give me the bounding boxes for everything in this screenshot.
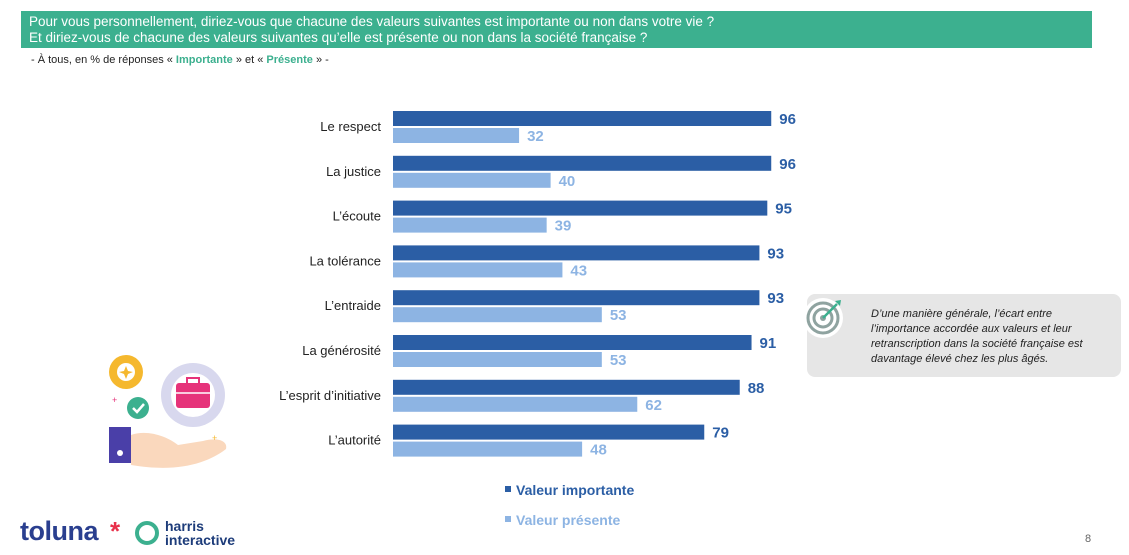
- check-icon: [127, 397, 149, 419]
- bar-important: [393, 335, 752, 350]
- subtitle-prefix: - À tous, en % de réponses «: [31, 54, 176, 66]
- base-subtitle: - À tous, en % de réponses « Importante …: [31, 54, 329, 66]
- question-line-2: Et diriez-vous de chacune des valeurs su…: [29, 30, 648, 45]
- legend-important-label: Valeur importante: [516, 482, 635, 498]
- category-label: L’esprit d’initiative: [279, 388, 381, 403]
- value-label-important: 79: [712, 425, 729, 442]
- toluna-star: *: [110, 516, 121, 546]
- value-label-important: 96: [779, 111, 796, 128]
- bar-present: [393, 172, 551, 188]
- value-label-present: 53: [610, 307, 627, 324]
- question-line-1: Pour vous personnellement, diriez-vous q…: [29, 14, 715, 29]
- legend-present: Valeur présente: [505, 512, 620, 528]
- sparkle-icon: +: [112, 395, 117, 405]
- bar-important: [393, 200, 768, 216]
- value-label-present: 39: [555, 218, 572, 235]
- subtitle-present: Présente: [266, 54, 313, 66]
- bar-present: [393, 128, 520, 143]
- value-label-present: 53: [610, 352, 627, 369]
- legend-present-label: Valeur présente: [516, 512, 621, 528]
- target-icon: [803, 298, 843, 338]
- insight-note: D’une manière générale, l’écart entre l’…: [803, 294, 1121, 377]
- value-label-present: 43: [570, 262, 587, 279]
- briefcase-icon: [176, 377, 210, 408]
- small-gear-icon: [109, 355, 143, 389]
- toluna-wordmark: toluna: [20, 516, 99, 546]
- category-label: La tolérance: [309, 253, 381, 268]
- sparkle-icon: +: [212, 433, 217, 443]
- value-label-present: 32: [527, 128, 544, 145]
- value-label-important: 93: [767, 245, 784, 262]
- hand-gears-briefcase-illustration: + +: [109, 355, 227, 468]
- category-label: L’entraide: [325, 298, 381, 313]
- bar-present: [393, 352, 602, 367]
- hand-icon: [109, 427, 227, 468]
- bar-present: [393, 441, 583, 457]
- category-label: La justice: [326, 164, 381, 179]
- value-label-present: 62: [645, 397, 662, 414]
- category-label: L’écoute: [333, 209, 381, 224]
- bar-important: [393, 245, 760, 261]
- harris-line-1: harris: [165, 518, 204, 534]
- bar-present: [393, 396, 638, 412]
- bar-present: [393, 262, 563, 278]
- value-label-important: 91: [760, 335, 777, 352]
- value-label-present: 40: [559, 173, 576, 190]
- category-label: Le respect: [320, 119, 381, 134]
- bar-present: [393, 307, 602, 323]
- harris-logo-icon: [135, 521, 159, 545]
- category-label: L’autorité: [328, 433, 381, 448]
- bar-important: [393, 155, 772, 171]
- bar-chart: Le respect 96 32 La justice 96 40 L’écoute 95 39…: [279, 111, 796, 459]
- category-label: La générosité: [302, 343, 381, 358]
- value-label-important: 95: [775, 201, 792, 218]
- value-label-important: 93: [767, 290, 784, 307]
- subtitle-middle: » et «: [232, 54, 267, 66]
- value-label-important: 96: [779, 156, 796, 173]
- note-text: D’une manière générale, l’écart entre l’…: [871, 308, 1083, 365]
- bar-important: [393, 290, 760, 306]
- legend-important: Valeur importante: [505, 482, 634, 498]
- subtitle-suffix: » -: [312, 54, 329, 66]
- bar-present: [393, 217, 547, 233]
- harris-line-2: interactive: [165, 532, 236, 548]
- bar-important: [393, 424, 705, 440]
- bar-important: [393, 379, 740, 395]
- question-header: Pour vous personnellement, diriez-vous q…: [21, 11, 1092, 48]
- harris-wordmark: harris interactive: [165, 519, 235, 547]
- legend-important-swatch: [505, 486, 511, 493]
- bar-important: [393, 111, 772, 126]
- page-number: 8: [1085, 533, 1092, 545]
- value-label-present: 48: [590, 442, 607, 459]
- subtitle-important: Importante: [175, 54, 233, 66]
- value-label-important: 88: [748, 380, 765, 397]
- legend-present-swatch: [505, 516, 511, 523]
